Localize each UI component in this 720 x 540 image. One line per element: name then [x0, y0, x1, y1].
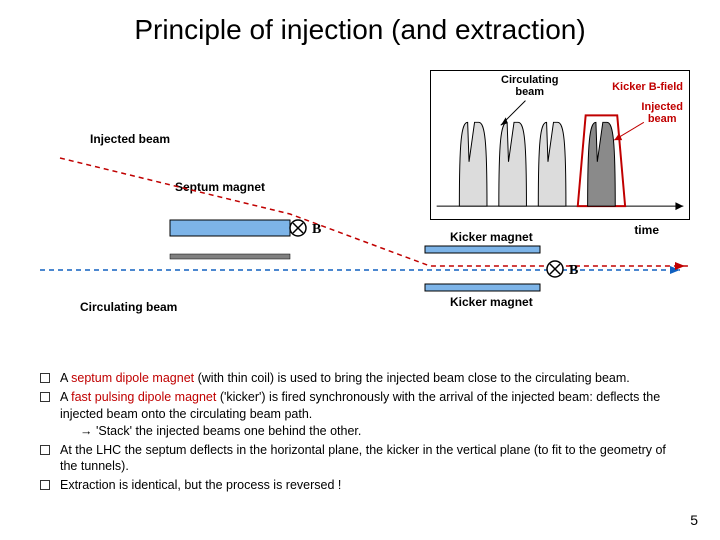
label-kicker-magnet-1: Kicker magnet: [450, 230, 533, 244]
bullet-marker: [40, 480, 50, 490]
bullet-marker: [40, 445, 50, 455]
diagram-area: Circulatingbeam Kicker B-field Injectedb…: [30, 70, 690, 340]
bullet-text: Extraction is identical, but the process…: [60, 477, 680, 494]
bullet-text: At the LHC the septum deflects in the ho…: [60, 442, 680, 476]
bullet-marker: [40, 373, 50, 383]
bullet-item: A septum dipole magnet (with thin coil) …: [40, 370, 680, 387]
page-number: 5: [690, 512, 698, 528]
label-septum: Septum magnet: [175, 180, 265, 194]
bullet-item: Extraction is identical, but the process…: [40, 477, 680, 494]
graph-label-injected: Injectedbeam: [641, 101, 683, 125]
bullet-item: At the LHC the septum deflects in the ho…: [40, 442, 680, 476]
svg-text:B: B: [569, 263, 578, 278]
timing-graph: Circulatingbeam Kicker B-field Injectedb…: [430, 70, 690, 220]
graph-label-circulating: Circulatingbeam: [501, 74, 558, 98]
label-circulating-beam: Circulating beam: [80, 300, 177, 314]
graph-label-time: time: [634, 223, 659, 237]
label-kicker-magnet-2: Kicker magnet: [450, 295, 533, 309]
svg-text:B: B: [312, 222, 321, 237]
timing-graph-svg: [431, 71, 689, 219]
label-injected-beam: Injected beam: [90, 132, 170, 146]
bullet-list: A septum dipole magnet (with thin coil) …: [40, 370, 680, 496]
bullet-text: A fast pulsing dipole magnet ('kicker') …: [60, 389, 680, 440]
bullet-item: A fast pulsing dipole magnet ('kicker') …: [40, 389, 680, 440]
page-title: Principle of injection (and extraction): [0, 0, 720, 46]
graph-label-kicker-field: Kicker B-field: [612, 81, 683, 93]
bullet-marker: [40, 392, 50, 402]
bullet-text: A septum dipole magnet (with thin coil) …: [60, 370, 680, 387]
